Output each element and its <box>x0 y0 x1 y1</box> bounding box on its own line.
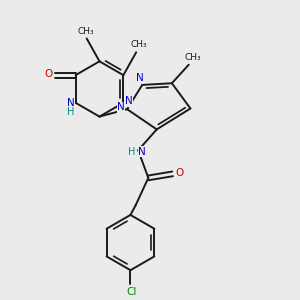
Text: N: N <box>138 147 146 157</box>
Text: H: H <box>128 147 136 157</box>
Text: H: H <box>67 107 74 117</box>
Text: N: N <box>67 98 74 108</box>
Text: N: N <box>124 96 132 106</box>
Text: CH₃: CH₃ <box>184 53 201 62</box>
Text: N: N <box>117 103 125 112</box>
Text: O: O <box>175 167 183 178</box>
Text: Cl: Cl <box>126 287 137 297</box>
Text: CH₃: CH₃ <box>77 26 94 35</box>
Text: CH₃: CH₃ <box>130 40 147 49</box>
Text: N: N <box>136 73 143 82</box>
Text: O: O <box>44 70 53 80</box>
